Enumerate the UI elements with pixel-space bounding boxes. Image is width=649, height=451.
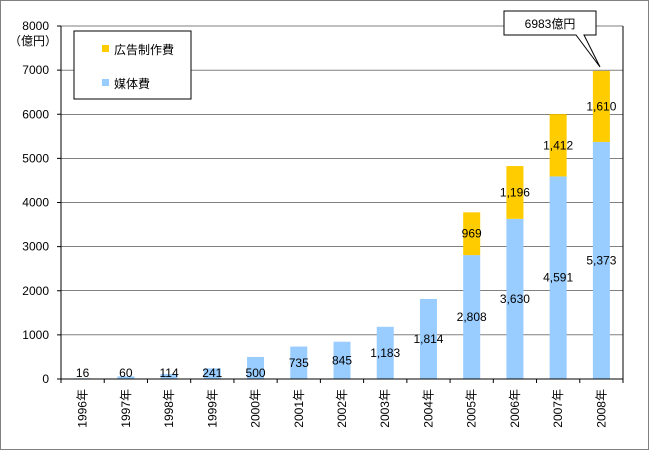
value-label-production: 969 (462, 227, 482, 241)
value-label-production: 1,610 (586, 99, 616, 113)
x-tick-label: 1996年 (76, 389, 90, 428)
bar-production (506, 166, 524, 219)
value-label-media: 845 (332, 353, 352, 367)
x-tick-label: 1999年 (205, 389, 219, 428)
x-tick-label: 2007年 (551, 389, 565, 428)
bar-media (117, 376, 135, 379)
bars (74, 70, 610, 379)
value-label-media: 1,183 (370, 346, 400, 360)
value-label-media: 4,591 (543, 271, 573, 285)
callout-box (503, 10, 601, 68)
bar-media (592, 141, 610, 379)
value-label-media: 5,373 (586, 253, 616, 267)
x-tick-label: 2000年 (249, 389, 263, 428)
x-tick-label: 2005年 (465, 389, 479, 428)
y-tick-label: 6000 (22, 107, 49, 121)
bar-media (506, 218, 524, 379)
x-tick-label: 1997年 (119, 389, 133, 428)
value-label-production: 1,196 (500, 185, 530, 199)
bar-production (592, 70, 610, 142)
value-label-media: 3,630 (500, 292, 530, 306)
y-tick-label: 8000 (22, 19, 49, 33)
value-label-media: 241 (202, 366, 222, 380)
bar-media (333, 341, 351, 379)
legend-box (73, 30, 192, 100)
value-label-production: 1,412 (543, 138, 573, 152)
callout-text: 6983億円 (525, 17, 576, 31)
legend-label-media: 媒体費 (114, 76, 150, 91)
bar-media (247, 356, 265, 379)
y-tick-label: 1000 (22, 328, 49, 342)
bar-production (463, 212, 481, 256)
y-axis-unit: （億円） (9, 34, 57, 48)
legend-label-production: 広告制作費 (114, 42, 174, 57)
bar-media (203, 368, 221, 379)
legend: 広告制作費 媒体費 (73, 30, 192, 100)
legend-swatch-media (102, 79, 109, 86)
y-tick-label: 0 (42, 372, 49, 386)
value-label-media: 735 (289, 356, 309, 370)
bar-media (419, 298, 437, 379)
value-label-media: 500 (246, 366, 266, 380)
y-tick-label: 3000 (22, 240, 49, 254)
x-tick-label: 2003年 (378, 389, 392, 428)
y-tick-labels: 0 1000 2000 3000 4000 5000 6000 7000 8000 (22, 19, 49, 386)
x-tick-label: 2004年 (421, 389, 435, 428)
y-tick-label: 4000 (22, 196, 49, 210)
axes (57, 25, 624, 383)
value-label-media: 2,808 (457, 310, 487, 324)
value-label-media: 1,814 (413, 332, 443, 346)
x-tick-label: 1998年 (162, 389, 176, 428)
value-labels: 16 60 114 241 500 735 845 1,183 1,814 2,808 969 3,6… (76, 99, 617, 380)
bar-media (290, 346, 308, 379)
value-label-media: 60 (119, 366, 133, 380)
bar-media (376, 326, 394, 379)
value-label-media: 16 (76, 366, 90, 380)
x-tick-label: 2006年 (508, 389, 522, 428)
y-tick-label: 2000 (22, 284, 49, 298)
y-tick-label: 5000 (22, 151, 49, 165)
bar-media (549, 176, 567, 379)
y-tick-label: 7000 (22, 63, 49, 77)
bar-production (549, 114, 567, 177)
x-tick-label: 2002年 (335, 389, 349, 428)
legend-swatch-production (102, 45, 109, 52)
value-label-media: 114 (160, 366, 179, 380)
bar-media (463, 255, 481, 379)
x-tick-label: 2008年 (594, 389, 608, 428)
x-tick-label: 2001年 (292, 389, 306, 428)
total-callout: 6983億円 (503, 10, 601, 68)
bar-media (160, 373, 178, 379)
x-tick-labels: 1996年 1997年 1998年 1999年 2000年 2001年 2002年 2003年… (76, 389, 609, 428)
